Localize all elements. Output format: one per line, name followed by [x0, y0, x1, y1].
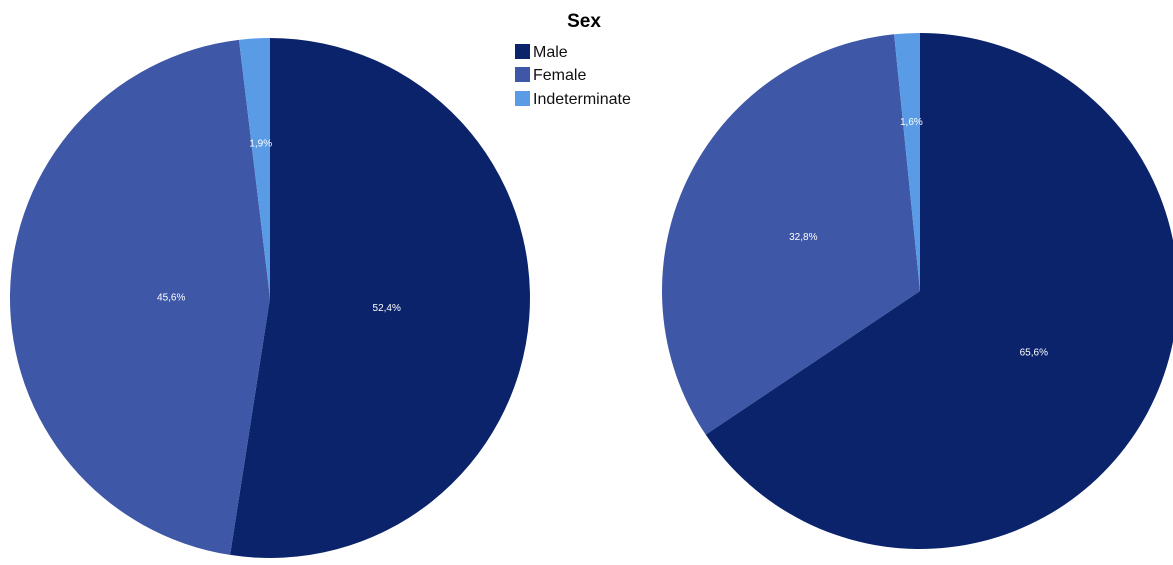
legend-swatch-male — [515, 44, 530, 59]
slice-label-male: 65,6% — [1020, 348, 1048, 359]
legend-item-male: Male — [515, 44, 568, 61]
legend-swatch-indeterminate — [515, 91, 530, 106]
pie-chart-right: 65,6% 32,8% 1,6% — [662, 33, 1173, 549]
legend: Sex Male Female Indeterminate — [515, 11, 631, 108]
legend-swatch-female — [515, 67, 530, 82]
pie-chart-left: 52,4% 45,6% 1,9% — [9, 38, 530, 558]
slice-label-indeterminate: 1,9% — [249, 138, 272, 149]
slice-label-indeterminate: 1,6% — [900, 117, 923, 128]
pie-slice-female — [9, 39, 271, 555]
slice-label-male: 52,4% — [373, 303, 401, 314]
pie-slice-male — [230, 38, 530, 558]
legend-label-male: Male — [533, 44, 568, 61]
legend-item-female: Female — [515, 67, 586, 84]
slice-label-female: 32,8% — [789, 232, 817, 243]
legend-label-indeterminate: Indeterminate — [533, 91, 631, 108]
pie-slice-indeterminate — [894, 33, 920, 291]
pie-slice-indeterminate — [239, 38, 270, 298]
slice-label-female: 45,6% — [157, 292, 185, 303]
legend-item-indeterminate: Indeterminate — [515, 91, 631, 108]
legend-title: Sex — [567, 11, 601, 32]
pie-slice-female — [662, 34, 920, 435]
legend-label-female: Female — [533, 67, 586, 84]
pie-slice-male — [705, 33, 1173, 549]
